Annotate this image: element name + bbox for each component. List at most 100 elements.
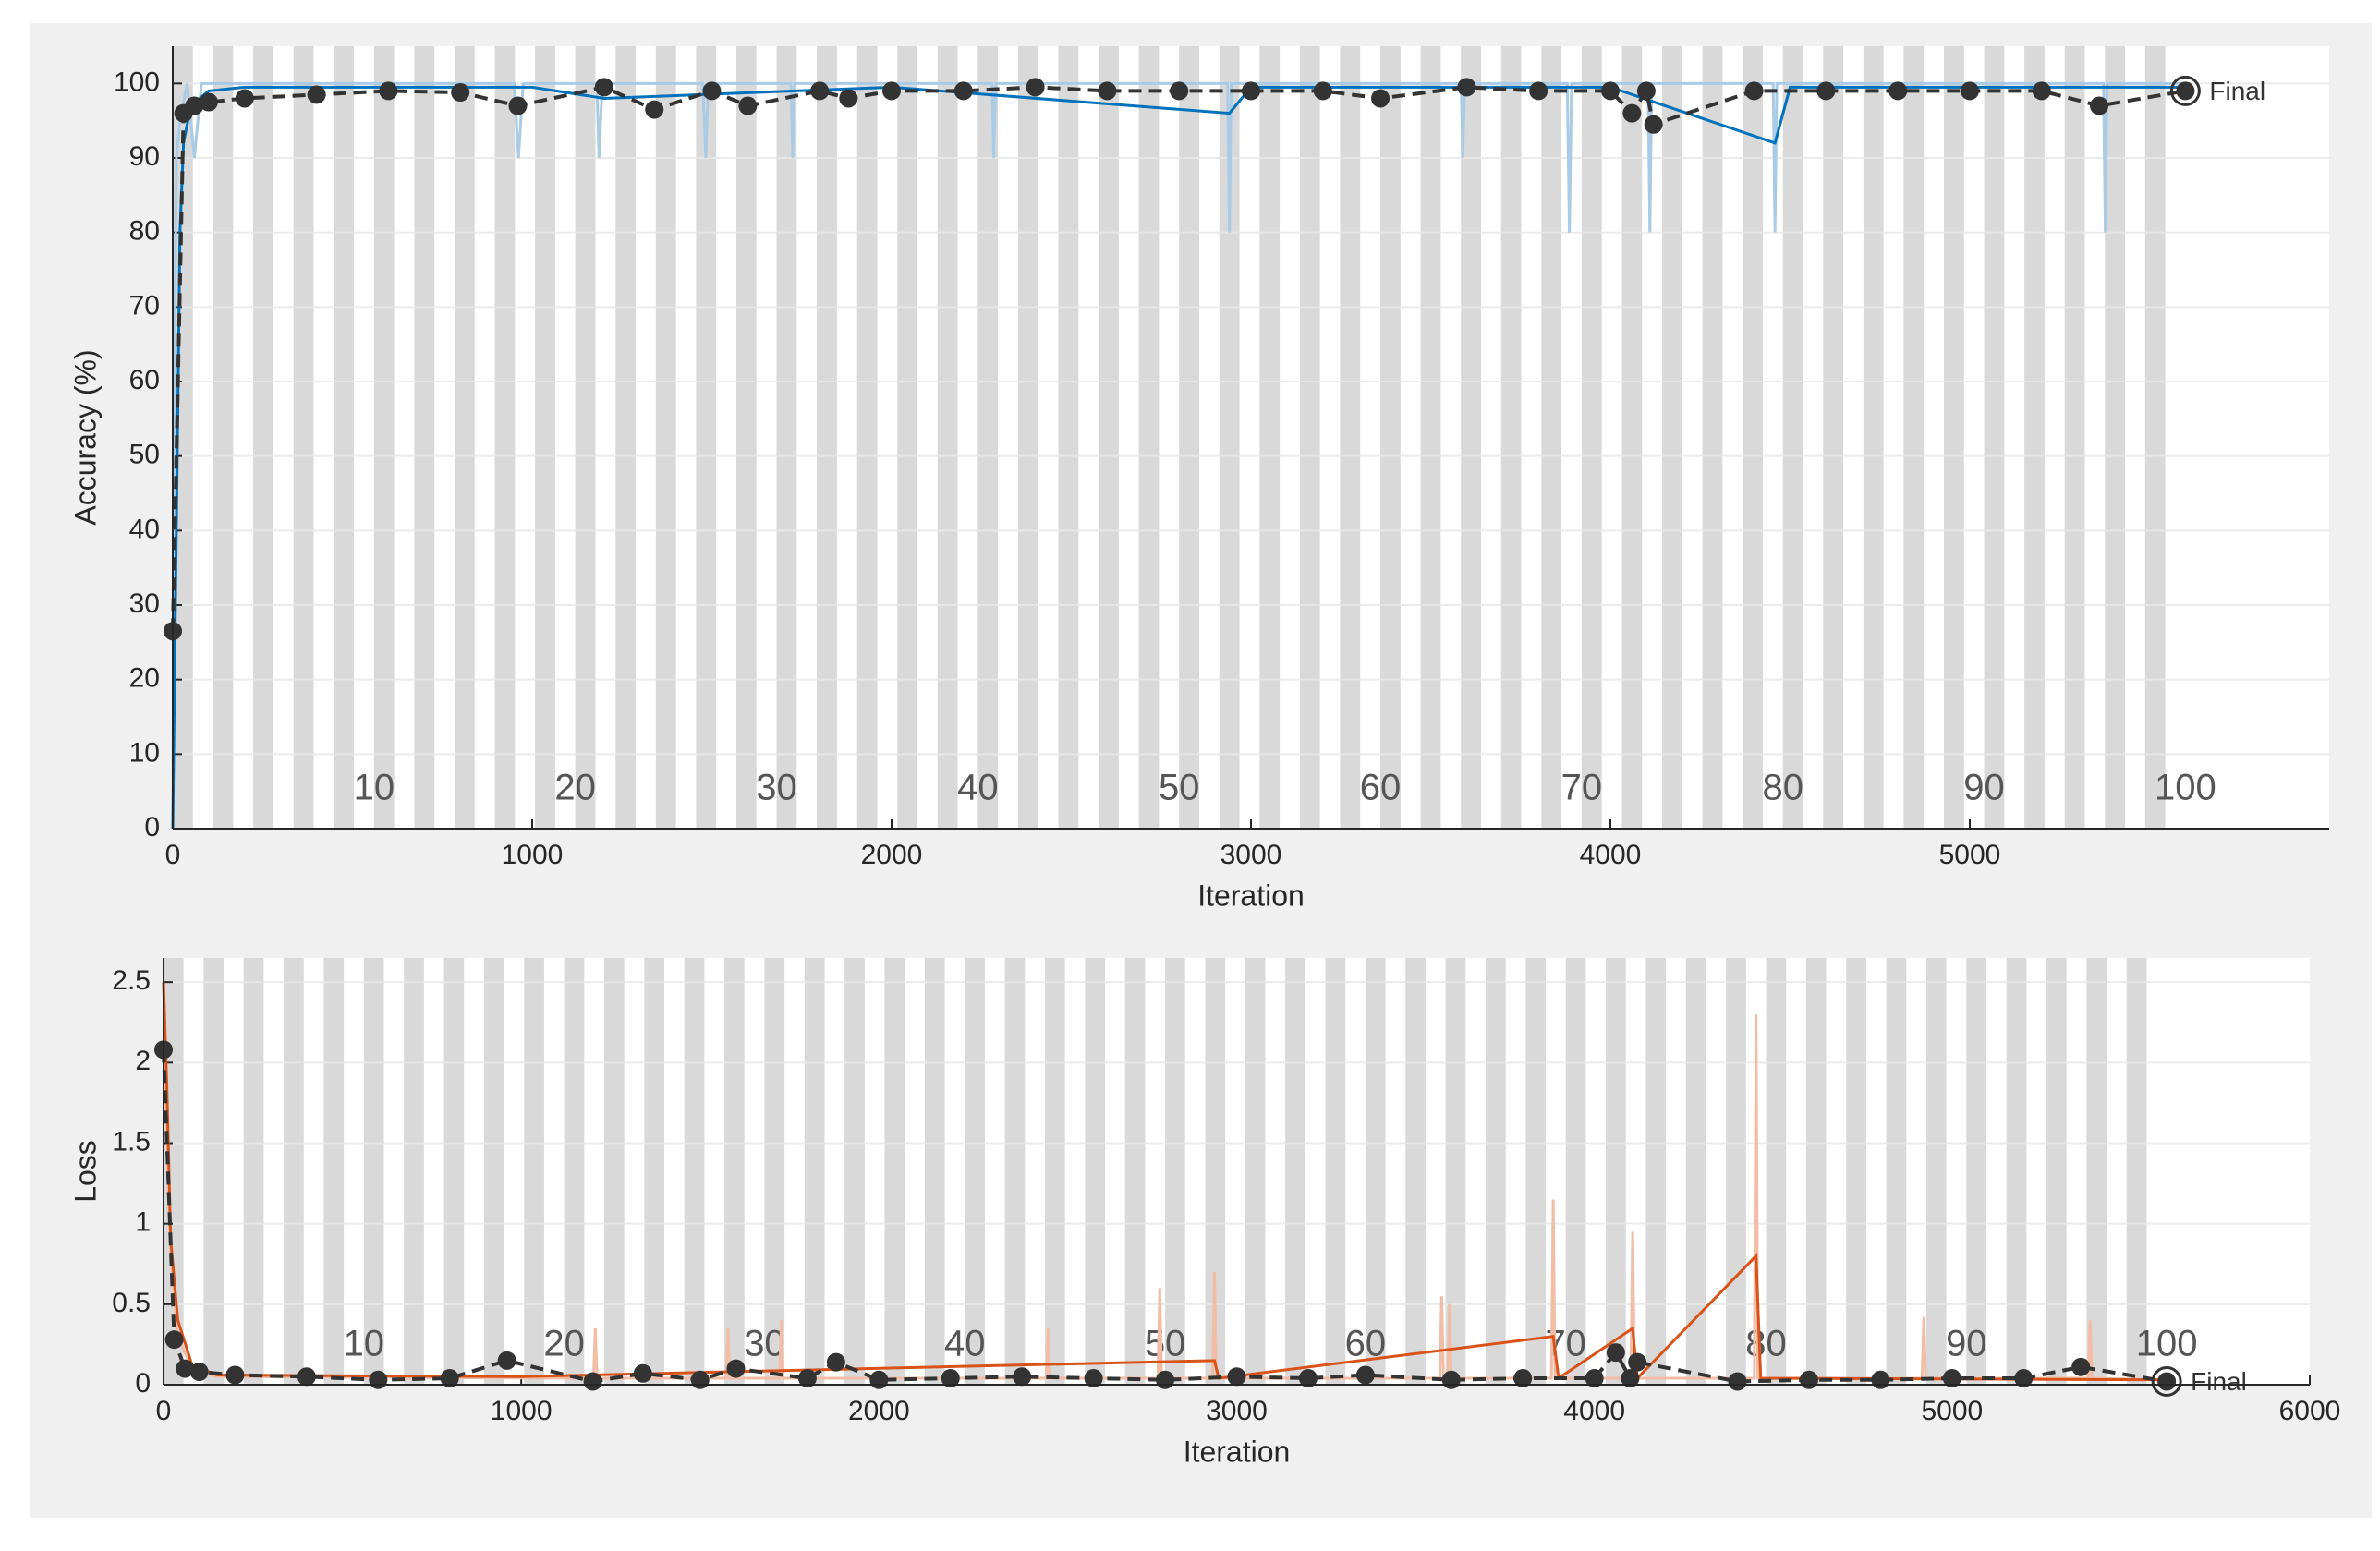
y-tick-label: 0.5: [112, 1288, 151, 1318]
epoch-label: 90: [1963, 768, 2005, 808]
epoch-stripe: [1285, 958, 1305, 1385]
validation-point: [379, 81, 398, 101]
validation-point: [1529, 81, 1548, 101]
epoch-stripe: [1846, 958, 1866, 1385]
epoch-stripe: [655, 46, 676, 829]
validation-point: [1156, 1370, 1175, 1389]
epoch-stripe: [1138, 46, 1160, 829]
epoch-label: 100: [2136, 1324, 2198, 1364]
final-marker: [2169, 75, 2201, 106]
validation-point: [633, 1363, 652, 1383]
validation-point: [1622, 103, 1642, 123]
epoch-stripe: [524, 958, 544, 1385]
epoch-stripe: [764, 958, 785, 1385]
x-tick-label: 4000: [1580, 840, 1642, 870]
validation-point: [1636, 81, 1656, 101]
validation-point: [1606, 1343, 1625, 1363]
epoch-stripe: [1205, 958, 1226, 1385]
epoch-label: 10: [344, 1324, 385, 1364]
validation-point: [702, 81, 722, 101]
final-marker: [2151, 1366, 2182, 1398]
epoch-stripe: [323, 958, 345, 1385]
x-tick-label: 0: [165, 840, 181, 870]
validation-point: [1621, 1369, 1640, 1388]
epoch-stripe: [1943, 46, 1964, 829]
epoch-stripe: [684, 958, 705, 1385]
validation-point: [810, 81, 830, 101]
epoch-stripe: [1340, 46, 1361, 829]
epoch-stripe: [1405, 958, 1426, 1385]
epoch-stripe: [1925, 958, 1947, 1385]
epoch-stripe: [404, 958, 424, 1385]
final-label: Final: [2191, 1367, 2247, 1396]
epoch-stripe: [724, 958, 745, 1385]
validation-point: [1871, 1370, 1890, 1389]
epoch-label: 40: [957, 768, 999, 808]
validation-point: [164, 1330, 184, 1350]
validation-point: [1227, 1367, 1246, 1387]
validation-point: [297, 1367, 316, 1387]
epoch-stripe: [1219, 46, 1240, 829]
epoch-label: 20: [554, 768, 596, 808]
x-axis-label: Iteration: [1197, 878, 1305, 912]
validation-point: [1298, 1369, 1318, 1388]
y-axis-label: Loss: [68, 1140, 102, 1203]
epoch-stripe: [373, 46, 395, 829]
epoch-stripe: [804, 958, 825, 1385]
x-tick-label: 1000: [502, 840, 564, 870]
epoch-stripe: [1179, 46, 1199, 829]
validation-point: [1728, 1372, 1747, 1391]
validation-point: [176, 1359, 195, 1378]
epoch-stripe: [1165, 958, 1185, 1385]
epoch-stripe: [1500, 46, 1522, 829]
epoch-stripe: [615, 46, 637, 829]
validation-point: [1888, 81, 1908, 101]
epoch-label: 10: [354, 768, 395, 808]
epoch-stripe: [965, 958, 985, 1385]
x-tick-label: 6000: [2279, 1396, 2341, 1426]
epoch-stripe: [212, 46, 234, 829]
x-tick-label: 3000: [1220, 840, 1282, 870]
epoch-stripe: [1044, 958, 1065, 1385]
validation-point: [1744, 81, 1764, 101]
plot-area: [173, 46, 2329, 829]
epoch-stripe: [2046, 958, 2067, 1385]
epoch-stripe: [1966, 958, 1987, 1385]
validation-point: [1961, 81, 1979, 101]
series-line: [162, 982, 2168, 1382]
validation-point: [2032, 81, 2051, 101]
x-tick-label: 3000: [1206, 1396, 1268, 1426]
epoch-stripe: [897, 46, 918, 829]
validation-point: [1513, 1369, 1533, 1388]
validation-point: [1098, 81, 1117, 101]
validation-point: [797, 1369, 817, 1388]
x-tick-label: 1000: [491, 1396, 552, 1426]
epoch-stripe: [696, 46, 717, 829]
epoch-stripe: [1662, 46, 1682, 829]
epoch-label: 20: [543, 1324, 585, 1364]
epoch-stripe: [937, 46, 958, 829]
validation-point: [1799, 1370, 1818, 1389]
epoch-stripe: [1984, 46, 2005, 829]
epoch-stripe: [164, 958, 184, 1385]
epoch-stripe: [1606, 958, 1626, 1385]
series-line: [162, 1049, 2168, 1384]
epoch-stripe: [1541, 46, 1562, 829]
validation-point: [1644, 115, 1663, 134]
validation-point: [1628, 1352, 1647, 1372]
y-tick-label: 40: [129, 514, 160, 544]
x-axis-label: Iteration: [1184, 1435, 1291, 1468]
validation-point: [953, 81, 973, 101]
validation-point: [738, 96, 758, 115]
epoch-stripe: [454, 46, 475, 829]
x-tick-label: 5000: [1939, 840, 2001, 870]
y-tick-label: 10: [129, 737, 160, 768]
epoch-stripe: [2086, 958, 2107, 1385]
validation-point: [690, 1370, 710, 1389]
validation-point: [882, 81, 901, 101]
validation-point: [1013, 1367, 1032, 1387]
epoch-stripe: [564, 958, 585, 1385]
epoch-stripe: [924, 958, 945, 1385]
epoch-label: 80: [1762, 768, 1803, 808]
